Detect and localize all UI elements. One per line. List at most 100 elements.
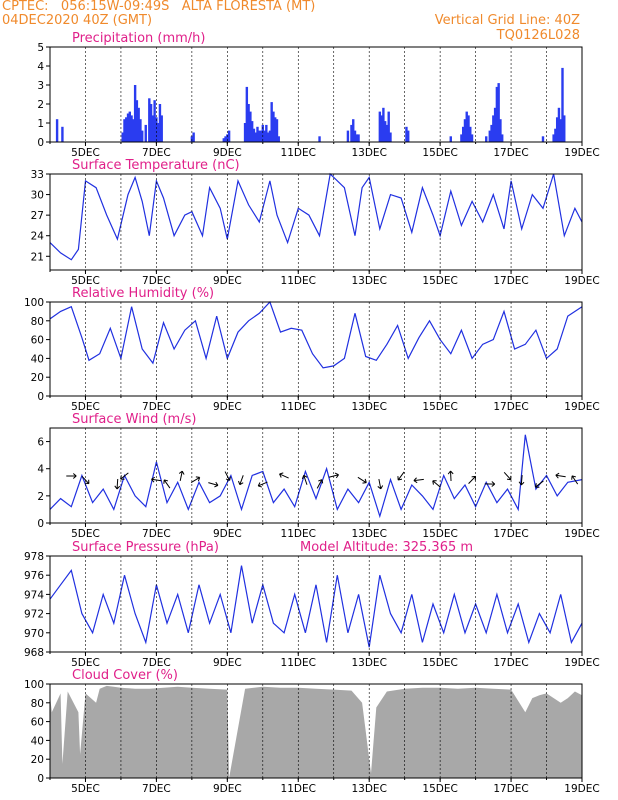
precip-bar <box>497 83 500 142</box>
y-tick-label: 968 <box>24 647 44 659</box>
wind-arrow <box>484 481 496 487</box>
precip-bar <box>382 107 385 142</box>
series-line <box>49 565 583 648</box>
panel-title: Precipitation (mm/h) <box>72 31 205 46</box>
x-tick-label: 7DEC <box>142 275 171 287</box>
precip-bar <box>557 107 561 142</box>
precip-bar <box>554 128 557 142</box>
wind-arrow <box>555 472 566 479</box>
precip-bar <box>263 130 266 142</box>
y-tick-label: 21 <box>31 251 44 263</box>
x-tick-label: 19DEC <box>564 147 599 159</box>
x-tick-label: 9DEC <box>213 275 242 287</box>
precip-bar <box>256 126 259 142</box>
precip-bar <box>352 119 355 142</box>
precip-bar <box>501 134 504 142</box>
x-tick-label: 9DEC <box>213 401 242 413</box>
wind-arrow-shape <box>535 480 544 488</box>
y-tick-label: 970 <box>24 628 44 640</box>
x-tick-label: 15DEC <box>422 783 457 795</box>
x-tick-label: 17DEC <box>493 528 528 540</box>
precip-bar <box>261 124 264 142</box>
x-tick-label: 5DEC <box>71 528 100 540</box>
x-tick-label: 17DEC <box>493 275 528 287</box>
precip-bar <box>226 134 229 142</box>
wind-arrow-shape <box>316 479 324 489</box>
precip-bar <box>144 124 147 142</box>
x-tick-label: 19DEC <box>564 401 599 413</box>
wind-arrow-shape <box>279 472 289 479</box>
y-tick-label: 2 <box>37 99 44 111</box>
precip-bar <box>148 98 151 142</box>
precip-bar <box>151 115 155 142</box>
x-tick-label: 13DEC <box>351 147 386 159</box>
header-line1-right: Vertical Grid Line: 40Z <box>434 13 580 28</box>
precip-bar <box>561 67 564 142</box>
precip-bar <box>141 130 144 142</box>
y-tick-label: 6 <box>37 437 44 449</box>
y-tick-label: 976 <box>24 570 44 582</box>
panel-title: Surface Wind (m/s) <box>72 412 196 427</box>
precip-bar <box>555 117 559 142</box>
x-tick-label: 11DEC <box>281 147 316 159</box>
precip-bar <box>277 136 280 142</box>
wind-arrow-shape <box>163 479 171 489</box>
precip-bar <box>469 126 472 142</box>
precip-bar <box>355 134 358 142</box>
wind-arrow-shape <box>178 470 185 481</box>
precip-bar <box>155 117 158 142</box>
wind-arrow <box>518 474 525 486</box>
precip-bar <box>380 115 383 142</box>
series-line <box>49 172 583 261</box>
wind-arrow-shape <box>377 478 384 490</box>
y-tick-label: 974 <box>24 589 44 601</box>
precip-bar <box>270 102 273 142</box>
x-tick-label: 19DEC <box>564 783 599 795</box>
x-tick-label: 5DEC <box>71 783 100 795</box>
y-tick-label: 0 <box>37 391 44 403</box>
x-tick-label: 13DEC <box>351 528 386 540</box>
wind-arrow-shape <box>114 478 121 490</box>
panel-title: Surface Temperature (nC) <box>72 158 240 173</box>
y-tick-label: 0 <box>37 137 44 149</box>
wind-arrow-shape <box>190 476 201 484</box>
y-tick-label: 3 <box>37 80 44 92</box>
panel-frame <box>49 427 583 524</box>
wind-arrow <box>66 473 77 479</box>
x-tick-label: 5DEC <box>71 147 100 159</box>
y-tick-label: 27 <box>31 210 44 222</box>
x-tick-label: 11DEC <box>281 275 316 287</box>
precip-bar <box>247 104 250 142</box>
y-tick-label: 80 <box>31 316 44 328</box>
precip-bar <box>350 124 353 142</box>
precip-bar <box>153 100 156 142</box>
precip-bar <box>485 136 488 142</box>
y-tick-label: 100 <box>24 297 44 309</box>
wind-arrow <box>413 477 424 484</box>
precip-bar <box>461 126 465 142</box>
header-line1-left: CPTEC: 056:15W-09:49S ALTA FLORESTA (MT) <box>2 0 316 14</box>
y-tick-label: 60 <box>31 717 44 729</box>
x-tick-label: 5DEC <box>71 275 100 287</box>
x-tick-label: 19DEC <box>564 275 599 287</box>
x-tick-label: 15DEC <box>422 401 457 413</box>
wind-arrow <box>535 480 544 488</box>
y-tick-label: 40 <box>31 735 44 747</box>
wind-arrow-shape <box>555 472 566 479</box>
precip-bar <box>465 111 468 142</box>
x-tick-label: 17DEC <box>493 401 528 413</box>
panel-title: Surface Pressure (hPa) <box>72 540 219 555</box>
x-tick-label: 9DEC <box>213 528 242 540</box>
precip-bar <box>387 111 390 142</box>
y-tick-label: 100 <box>24 679 44 691</box>
wind-arrow <box>316 479 324 489</box>
x-tick-label: 9DEC <box>213 783 242 795</box>
wind-arrow <box>279 472 289 479</box>
precip-bar <box>149 104 153 142</box>
precip-bar <box>346 130 350 142</box>
y-tick-label: 20 <box>31 754 44 766</box>
model-altitude: Model Altitude: 325.365 m <box>300 540 473 555</box>
precip-bar <box>383 121 387 142</box>
header-line2-right: TQ0126L028 <box>496 28 580 43</box>
